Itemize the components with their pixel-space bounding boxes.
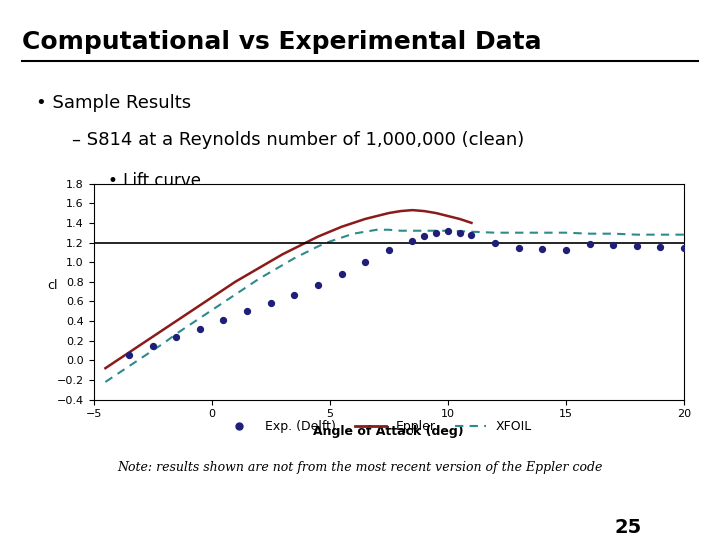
Text: Computational vs Experimental Data: Computational vs Experimental Data — [22, 30, 541, 54]
Point — [536, 245, 548, 254]
Point — [147, 341, 158, 350]
X-axis label: Angle of Attack (deg): Angle of Attack (deg) — [313, 425, 464, 438]
Legend: Exp. (Delft), Eppler, XFOIL: Exp. (Delft), Eppler, XFOIL — [219, 415, 537, 438]
Point — [217, 316, 229, 325]
Point — [383, 246, 395, 255]
Y-axis label: cl: cl — [47, 279, 58, 292]
Point — [418, 231, 430, 240]
Text: Note: results shown are not from the most recent version of the Eppler code: Note: results shown are not from the mos… — [117, 461, 603, 474]
Point — [584, 240, 595, 249]
Point — [490, 238, 501, 247]
Point — [265, 299, 276, 308]
Text: – S814 at a Reynolds number of 1,000,000 (clean): – S814 at a Reynolds number of 1,000,000… — [72, 131, 524, 149]
Point — [631, 242, 642, 251]
Point — [312, 280, 324, 289]
Text: • Lift curve: • Lift curve — [108, 172, 201, 190]
Point — [442, 226, 454, 235]
Text: 25: 25 — [614, 518, 642, 537]
Point — [336, 269, 347, 278]
Point — [454, 228, 465, 237]
Point — [194, 325, 206, 333]
Point — [289, 290, 300, 299]
Point — [431, 228, 442, 237]
Point — [513, 244, 524, 253]
Point — [678, 244, 690, 253]
Point — [171, 333, 182, 341]
Point — [407, 236, 418, 245]
Text: National Renewable Energy Laboratory: National Renewable Energy Laboratory — [163, 489, 438, 502]
Text: • Sample Results: • Sample Results — [36, 94, 191, 112]
Point — [123, 351, 135, 360]
Point — [654, 243, 666, 252]
Point — [241, 307, 253, 315]
Text: University of Illinois at Urbana-Champaign: University of Illinois at Urbana-Champai… — [132, 514, 469, 528]
Point — [359, 258, 371, 266]
Point — [466, 231, 477, 239]
Point — [560, 246, 572, 255]
Point — [608, 241, 619, 250]
